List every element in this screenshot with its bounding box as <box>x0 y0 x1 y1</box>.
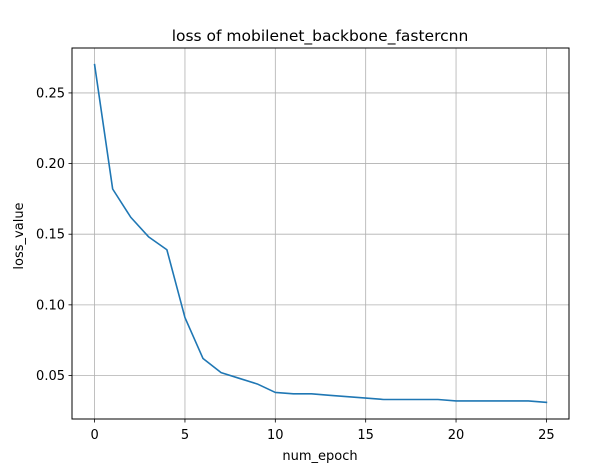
y-tick-label: 0.25 <box>36 86 65 101</box>
y-axis-label: loss_value <box>12 202 27 269</box>
x-tick-label: 0 <box>90 428 98 443</box>
series-layer <box>93 63 548 404</box>
y-tick-label: 0.20 <box>36 157 65 172</box>
x-tick-label: 10 <box>267 428 284 443</box>
y-tick-label: 0.05 <box>36 369 65 384</box>
plot-area-frame <box>71 47 570 420</box>
y-axis-ticks: 0.05 0.10 0.15 0.20 0.25 <box>36 86 72 384</box>
x-tick-label: 25 <box>538 428 555 443</box>
chart-title: loss of mobilenet_backbone_fastercnn <box>172 27 469 46</box>
x-tick-label: 5 <box>181 428 189 443</box>
y-tick-label: 0.15 <box>36 228 65 243</box>
x-axis-ticks: 0 5 10 15 20 25 <box>90 419 555 443</box>
x-tick-label: 20 <box>448 428 465 443</box>
x-tick-label: 15 <box>357 428 374 443</box>
x-axis-label: num_epoch <box>282 449 357 464</box>
y-tick-label: 0.10 <box>36 298 65 313</box>
loss-series-line <box>93 63 548 404</box>
grid-lines <box>72 48 569 419</box>
